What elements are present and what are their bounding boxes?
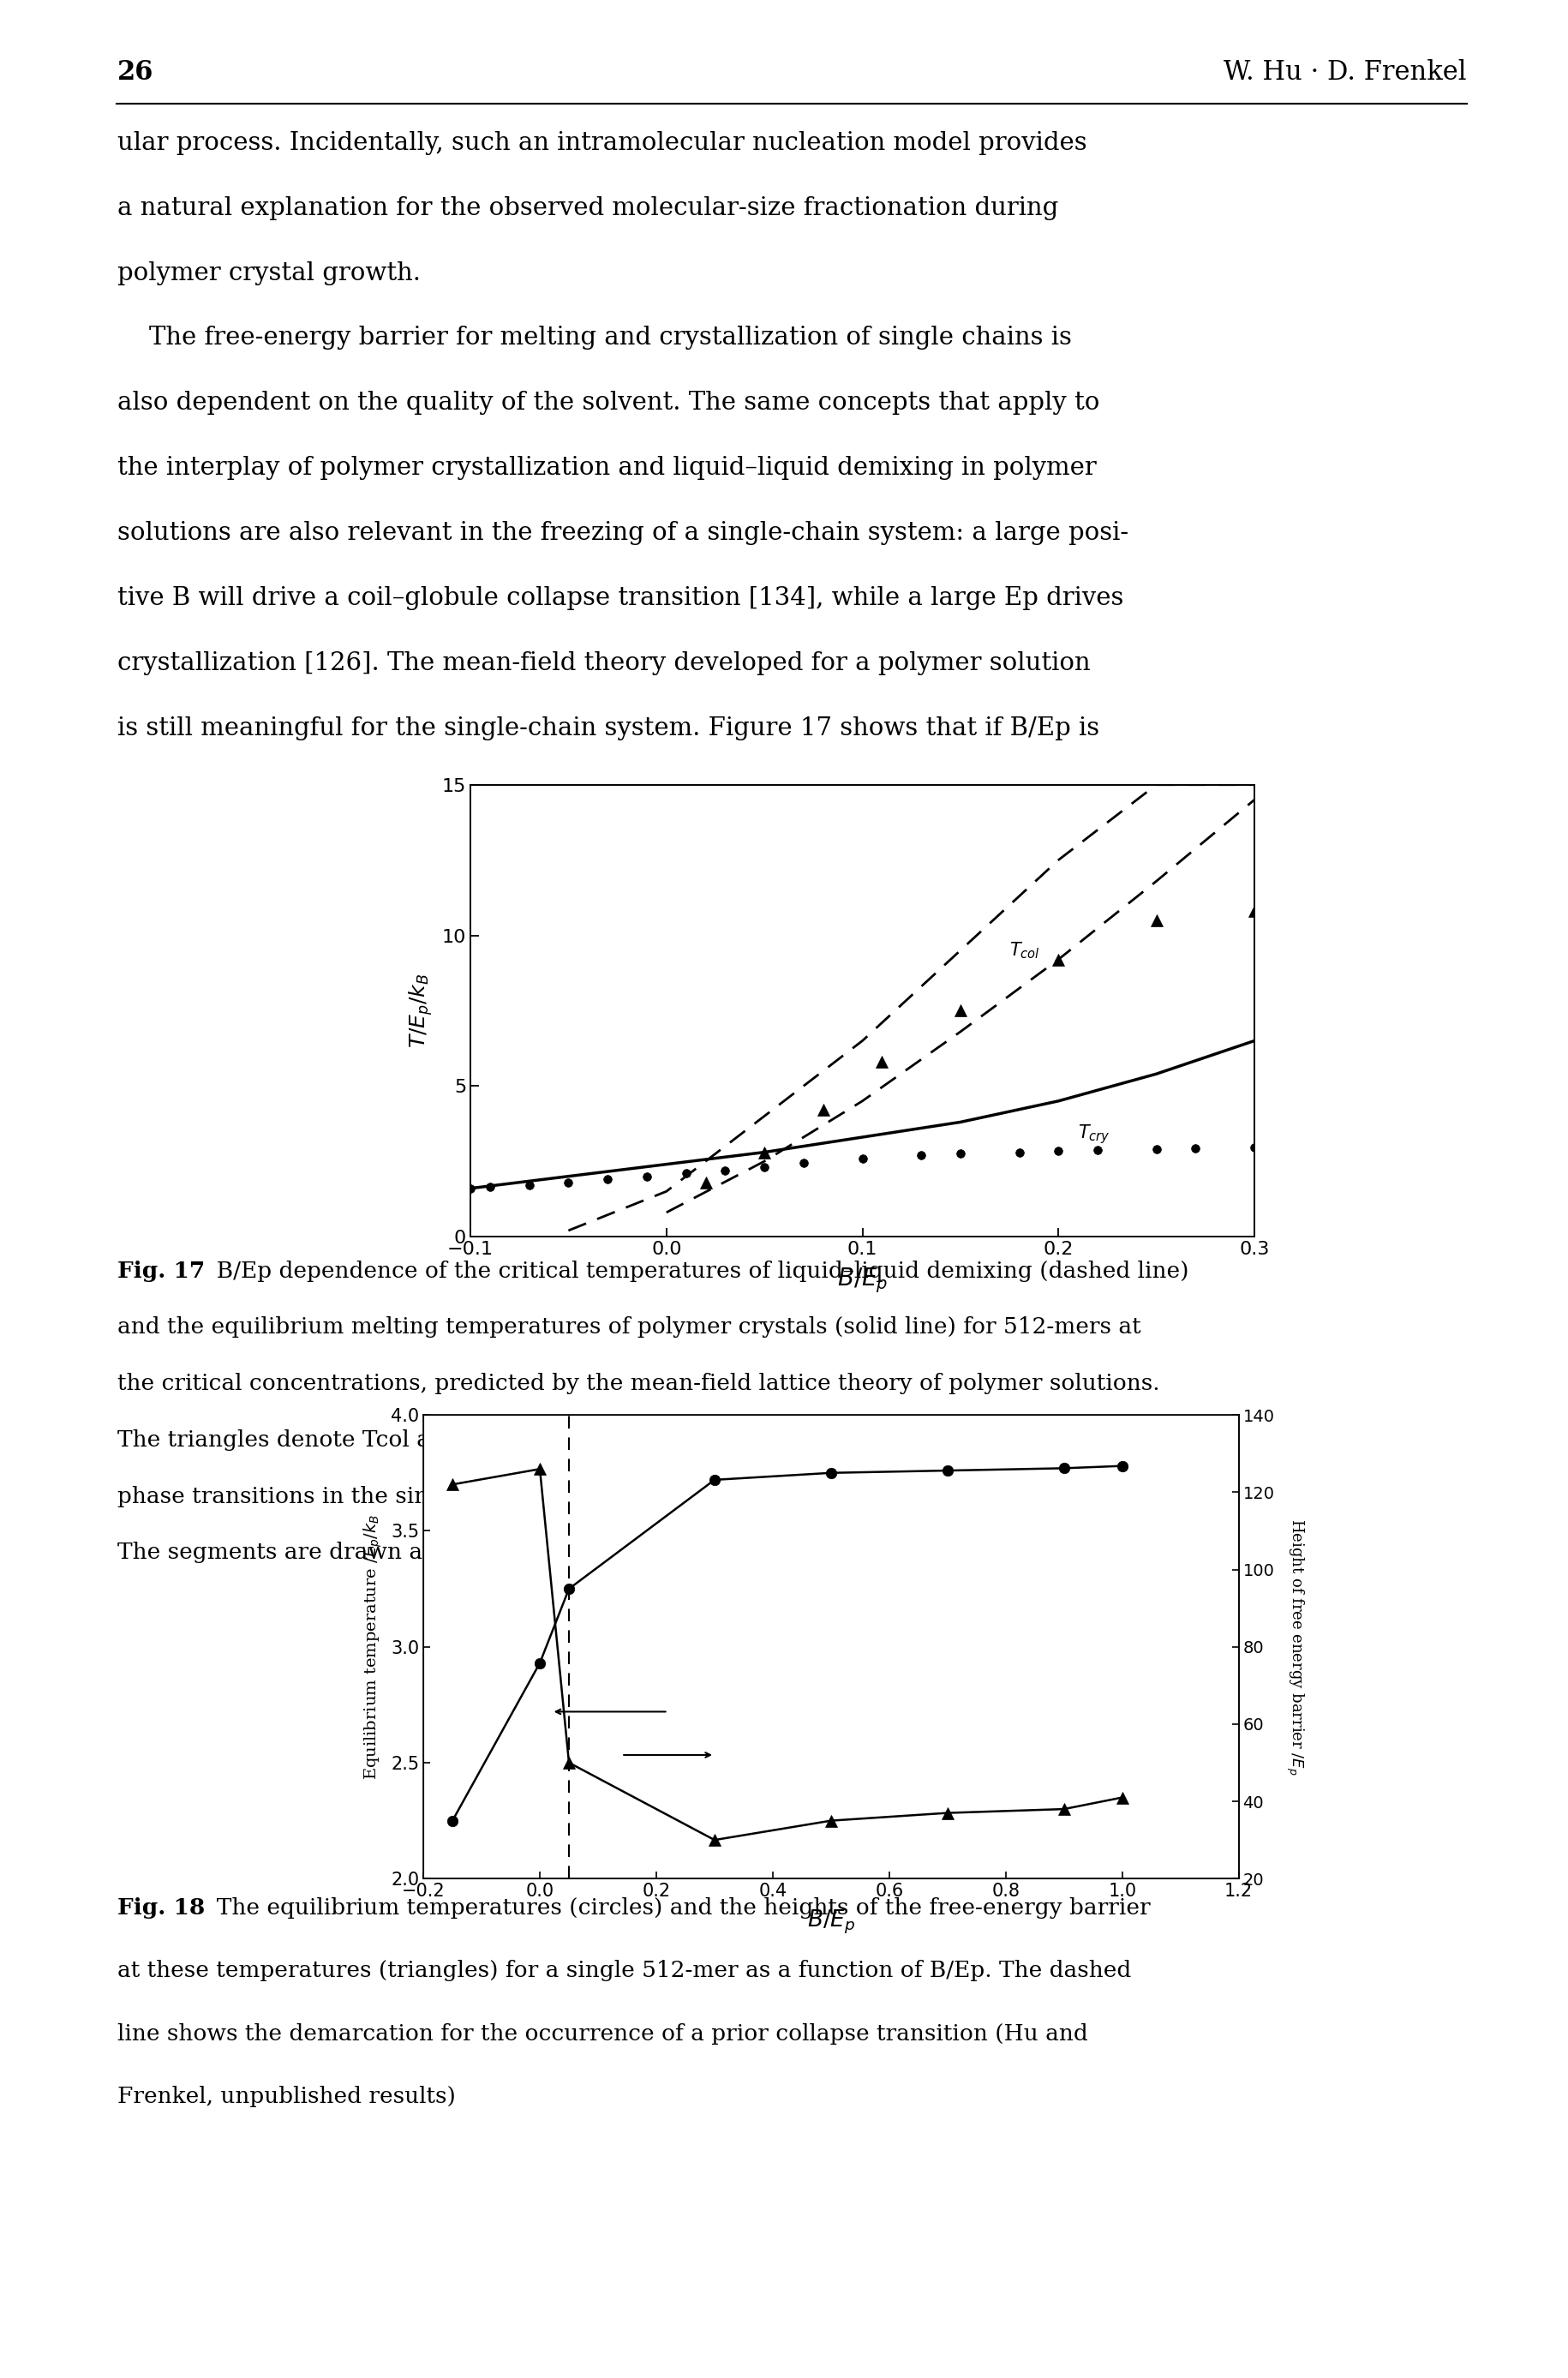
- Y-axis label: Equilibrium temperature $/E_p/k_B$: Equilibrium temperature $/E_p/k_B$: [362, 1515, 384, 1779]
- Text: crystallization [126]. The mean-field theory developed for a polymer solution: crystallization [126]. The mean-field th…: [118, 652, 1091, 675]
- Text: the critical concentrations, predicted by the mean-field lattice theory of polym: the critical concentrations, predicted b…: [118, 1372, 1160, 1394]
- Text: The free-energy barrier for melting and crystallization of single chains is: The free-energy barrier for melting and …: [118, 326, 1073, 350]
- Text: also dependent on the quality of the solvent. The same concepts that apply to: also dependent on the quality of the sol…: [118, 390, 1099, 416]
- Text: Frenkel, unpublished results): Frenkel, unpublished results): [118, 2086, 456, 2107]
- Text: solutions are also relevant in the freezing of a single-chain system: a large po: solutions are also relevant in the freez…: [118, 521, 1129, 545]
- Text: the interplay of polymer crystallization and liquid–liquid demixing in polymer: the interplay of polymer crystallization…: [118, 457, 1096, 480]
- Text: ular process. Incidentally, such an intramolecular nucleation model provides: ular process. Incidentally, such an intr…: [118, 131, 1087, 155]
- Text: at these temperatures (triangles) for a single 512-mer as a function of B/Ep. Th: at these temperatures (triangles) for a …: [118, 1959, 1132, 1981]
- Y-axis label: $T /E_p/k_B$: $T /E_p/k_B$: [408, 973, 434, 1049]
- Text: Fig. 17: Fig. 17: [118, 1260, 205, 1282]
- Text: polymer crystal growth.: polymer crystal growth.: [118, 262, 420, 285]
- Text: The equilibrium temperatures (circles) and the heights of the free-energy barrie: The equilibrium temperatures (circles) a…: [202, 1898, 1151, 1919]
- Text: The triangles denote Tcol and the circles denote Tcry; both are obtained from th: The triangles denote Tcol and the circle…: [118, 1429, 1152, 1451]
- Text: B/Ep dependence of the critical temperatures of liquid–liquid demixing (dashed l: B/Ep dependence of the critical temperat…: [202, 1260, 1189, 1282]
- X-axis label: $B/E_p$: $B/E_p$: [808, 1907, 855, 1936]
- Text: and the equilibrium melting temperatures of polymer crystals (solid line) for 51: and the equilibrium melting temperatures…: [118, 1317, 1142, 1339]
- Text: phase transitions in the simulations of the dynamic cooling processes of a singl: phase transitions in the simulations of …: [118, 1486, 1149, 1508]
- Text: W. Hu · D. Frenkel: W. Hu · D. Frenkel: [1223, 59, 1466, 86]
- Text: Fig. 18: Fig. 18: [118, 1898, 205, 1919]
- Text: The segments are drawn as a guide for the eye (Hu and Frenkel, unpublished resul: The segments are drawn as a guide for th…: [118, 1541, 1102, 1562]
- Text: a natural explanation for the observed molecular-size fractionation during: a natural explanation for the observed m…: [118, 195, 1058, 219]
- Text: tive B will drive a coil–globule collapse transition [134], while a large Ep dri: tive B will drive a coil–globule collaps…: [118, 587, 1124, 611]
- Text: $T_{col}$: $T_{col}$: [1010, 939, 1040, 961]
- Text: line shows the demarcation for the occurrence of a prior collapse transition (Hu: line shows the demarcation for the occur…: [118, 2024, 1088, 2045]
- Text: is still meaningful for the single-chain system. Figure 17 shows that if B/Ep is: is still meaningful for the single-chain…: [118, 716, 1099, 740]
- Text: $T_{cry}$: $T_{cry}$: [1079, 1122, 1110, 1146]
- X-axis label: $B/E_p$: $B/E_p$: [837, 1265, 887, 1296]
- Text: 26: 26: [118, 59, 154, 86]
- Y-axis label: Height of free energy barrier $/E_p$: Height of free energy barrier $/E_p$: [1284, 1520, 1305, 1774]
